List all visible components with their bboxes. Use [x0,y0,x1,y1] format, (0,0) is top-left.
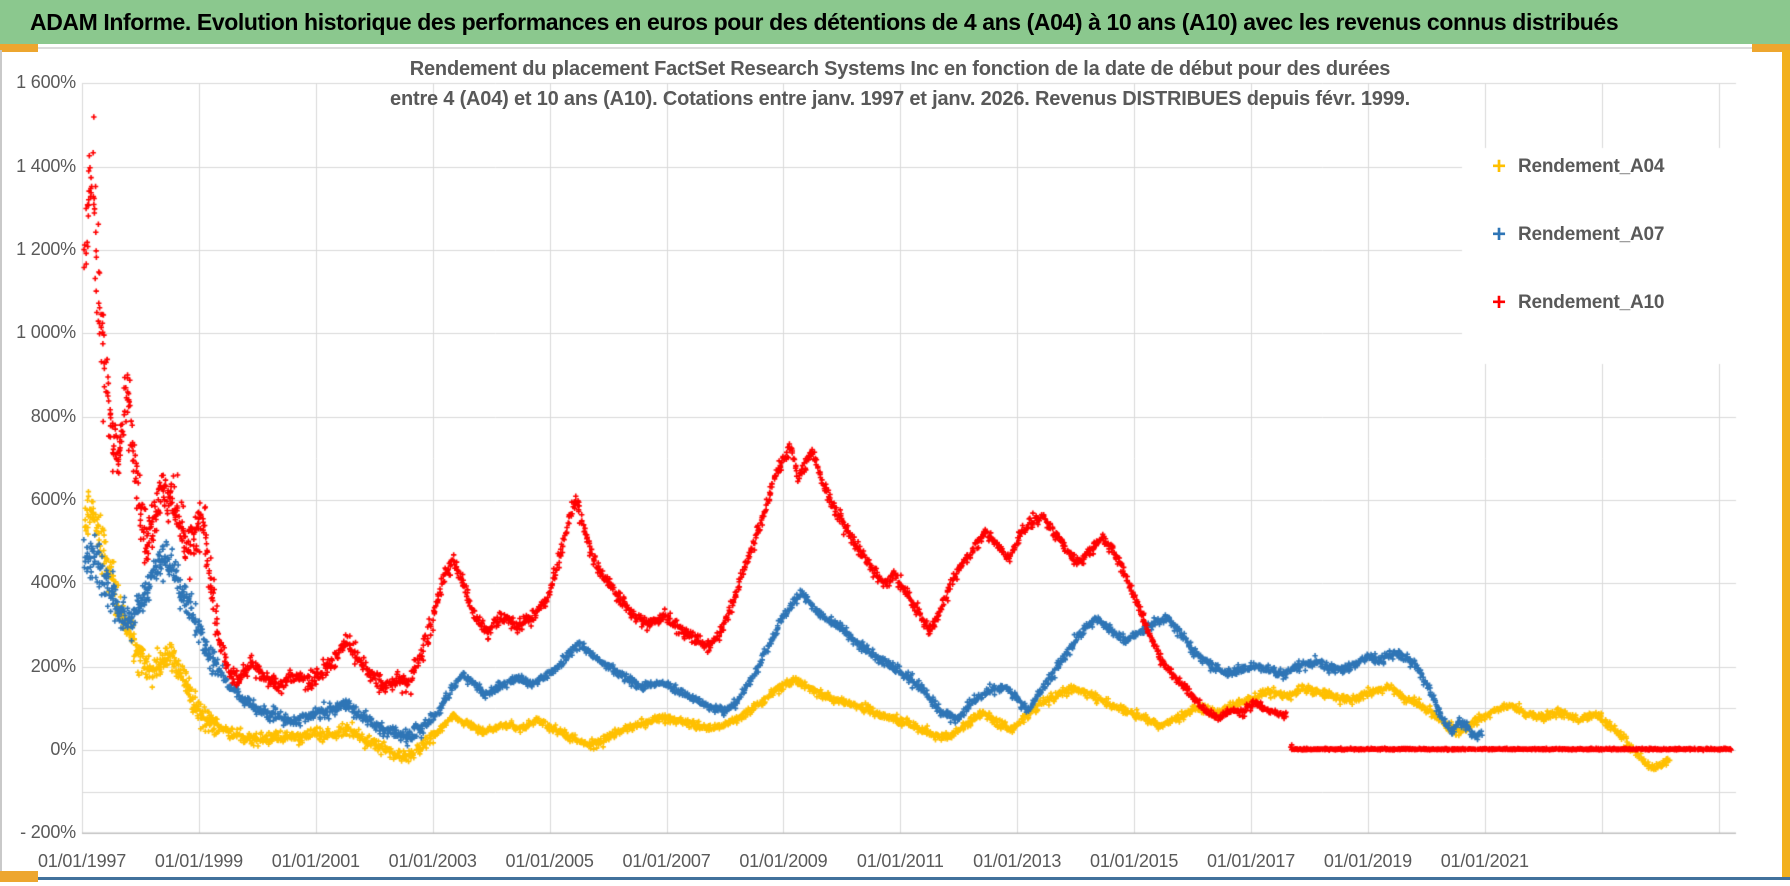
plus-marker-icon: + [1492,289,1507,316]
x-axis-label: 01/01/2015 [1090,851,1179,871]
header-divider [36,47,1754,49]
legend-item: + Rendement_A10 [1492,286,1748,320]
gold-accent-bottom-left [0,871,38,882]
x-axis-label: 01/01/1997 [37,851,127,871]
x-axis-label: 01/01/1999 [154,851,243,871]
y-axis-label: - 200% [20,822,76,843]
gold-accent-top-left [0,44,38,52]
x-axis-label: 01/01/2005 [505,851,594,871]
legend-item-label: Rendement_A04 [1518,156,1665,177]
y-axis-label: 0% [50,739,76,759]
chart-legend: + Rendement_A04 + Rendement_A07 + Rendem… [1492,150,1748,354]
x-axis-label: 01/01/2013 [973,851,1062,871]
x-axis-label: 01/01/2019 [1323,851,1412,871]
y-axis-label: 1 000% [16,322,76,343]
y-axis-label: 200% [30,655,76,676]
y-axis-label: 1 200% [16,239,76,259]
grey-border-left [0,50,2,878]
gold-accent-top-right [1752,44,1790,52]
header-title: ADAM Informe. Evolution historique des p… [30,8,1619,35]
chart-title-line1: Rendement du placement FactSet Research … [409,58,1391,80]
x-axis-label: 01/01/2003 [388,851,477,871]
y-axis-label: 400% [30,572,76,593]
app-header: ADAM Informe. Evolution historique des p… [0,0,1790,44]
y-axis-label: 600% [30,489,76,509]
x-axis-label: 01/01/2001 [271,851,360,871]
plus-marker-icon: + [1492,221,1507,248]
chart-title-line2: entre 4 (A04) et 10 ans (A10). Cotations… [390,88,1410,110]
legend-item: + Rendement_A07 [1492,218,1748,252]
legend-item-label: Rendement_A07 [1518,224,1665,245]
y-axis-label: 1 400% [16,155,76,176]
x-axis-label: 01/01/2011 [856,851,944,871]
x-axis-label: 01/01/2021 [1440,851,1529,871]
bottom-rule [36,877,1790,880]
legend-item-label: Rendement_A10 [1518,292,1665,313]
x-axis-label: 01/01/2009 [739,851,828,871]
y-axis-label: 800% [30,405,76,426]
x-axis-label: 01/01/2017 [1206,851,1296,871]
plus-marker-icon: + [1492,153,1507,180]
x-axis-label: 01/01/2007 [622,851,711,871]
y-axis-label: 1 600% [16,72,76,93]
legend-item: + Rendement_A04 [1492,150,1748,184]
gold-border-right [1782,50,1790,880]
